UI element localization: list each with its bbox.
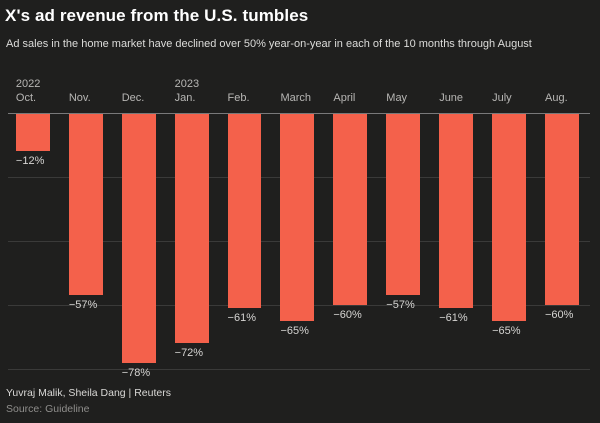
byline: Yuvraj Malik, Sheila Dang | Reuters	[6, 387, 171, 399]
zero-axis-line	[8, 113, 590, 114]
x-tick-month-label: Nov.	[68, 92, 91, 104]
bar-chart: 2022 Oct. −12% Nov. −57% Dec. −78% 2023 Jan. −72%…	[8, 78, 590, 379]
x-tick-month-label: Jan.	[174, 92, 196, 104]
bar-slot: 2023 Jan. −72%	[174, 78, 209, 378]
bar-value-label: −61%	[227, 312, 256, 325]
bar-value-label: −65%	[492, 325, 521, 337]
bar-column: 2022 Oct. −12%	[8, 78, 61, 378]
bar-column: April −60%	[325, 78, 378, 378]
bar-value-label: −60%	[333, 309, 362, 321]
bar-column: July −65%	[484, 78, 537, 378]
bar-column: Dec. −78%	[114, 78, 167, 379]
source-credit: Source: Guideline	[6, 403, 90, 415]
bar-value-label: −72%	[174, 347, 204, 360]
x-tick-month-label: April	[333, 92, 356, 104]
bar-value-label: −60%	[545, 309, 574, 321]
bar	[280, 113, 315, 321]
bar	[15, 113, 50, 152]
bar-slot: Dec. −78%	[121, 78, 156, 379]
bar	[545, 113, 579, 305]
bar-slot: May −57%	[386, 78, 421, 378]
bar-value-label: −57%	[68, 299, 98, 312]
x-tick-month-label: Feb.	[227, 92, 250, 104]
bar-slot: June −61%	[439, 78, 474, 378]
bar-slot: 2022 Oct. −12%	[15, 78, 50, 378]
bar-value-label: −65%	[280, 325, 309, 337]
x-tick-year-label: 2023	[174, 78, 200, 90]
bar-value-label: −61%	[439, 312, 468, 325]
bar-slot: Nov. −57%	[68, 78, 103, 378]
gridline	[8, 369, 590, 370]
x-tick-month-label: Oct.	[15, 92, 37, 104]
chart-subtitle: Ad sales in the home market have decline…	[6, 38, 532, 50]
bar-slot: March −65%	[280, 78, 315, 378]
x-tick-month-label: July	[492, 92, 512, 104]
bar-value-label: −12%	[15, 155, 45, 168]
bar-slot: Aug. −60%	[545, 78, 579, 378]
bar-value-label: −78%	[121, 366, 151, 379]
bar-column: Nov. −57%	[61, 78, 114, 378]
bar-value-label: −57%	[386, 299, 415, 312]
bar	[174, 113, 209, 344]
x-tick-month-label: March	[280, 92, 312, 104]
bar	[492, 113, 526, 321]
bar-column: Feb. −61%	[220, 78, 273, 378]
x-tick-month-label: May	[386, 92, 408, 104]
bar-column: Aug. −60%	[537, 78, 590, 378]
bar-column: 2023 Jan. −72%	[167, 78, 220, 378]
bar-column: June −61%	[431, 78, 484, 378]
x-tick-month-label: Dec.	[121, 92, 145, 104]
bar	[386, 113, 421, 296]
bar	[227, 113, 262, 309]
bar	[439, 113, 474, 309]
bar-slot: April −60%	[333, 78, 368, 378]
bar	[68, 113, 103, 296]
x-tick-month-label: June	[439, 92, 464, 104]
bar-column: March −65%	[273, 78, 326, 378]
x-tick-month-label: Aug.	[545, 92, 568, 104]
bar	[121, 113, 156, 363]
x-tick-year-label: 2022	[15, 78, 41, 90]
bar-slot: Feb. −61%	[227, 78, 262, 378]
chart-title: X's ad revenue from the U.S. tumbles	[5, 6, 309, 25]
bar-column: May −57%	[378, 78, 431, 378]
bar	[333, 113, 368, 305]
bar-slot: July −65%	[492, 78, 526, 378]
